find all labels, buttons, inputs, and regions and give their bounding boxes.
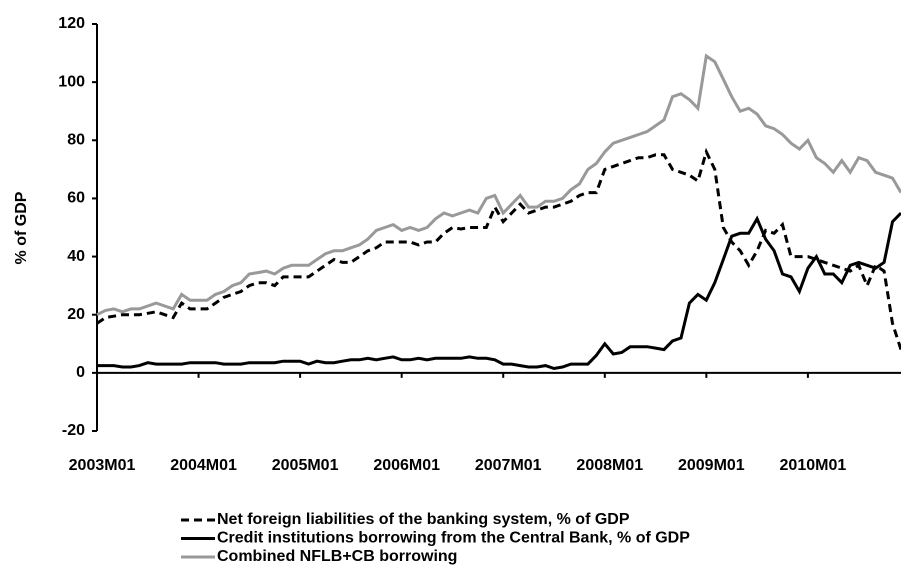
x-tick-label: 2004M01 [170, 457, 237, 474]
y-tick-label: 20 [67, 306, 85, 323]
x-tick-label: 2003M01 [69, 457, 136, 474]
x-tick-label: 2007M01 [475, 457, 542, 474]
x-tick-label: 2008M01 [576, 457, 643, 474]
series-line [96, 53, 901, 317]
y-axis-title: % of GDP [13, 191, 30, 264]
y-tick-label: 0 [76, 364, 85, 381]
x-tick-label: 2010M01 [780, 457, 847, 474]
y-tick-label: 80 [67, 132, 85, 149]
x-tick-label: 2005M01 [272, 457, 339, 474]
x-tick-label: 2009M01 [678, 457, 745, 474]
legend-label: Combined NFLB+CB borrowing [217, 548, 457, 565]
y-tick-label: 100 [58, 73, 85, 90]
legend-label: Net foreign liabilities of the banking s… [217, 511, 630, 528]
legend-label: Credit institutions borrowing from the C… [217, 530, 690, 547]
y-tick-label: 60 [67, 190, 85, 207]
y-tick-label: 40 [67, 248, 85, 265]
x-tick-label: 2006M01 [373, 457, 440, 474]
series-line [96, 147, 901, 351]
y-tick-label: -20 [62, 422, 85, 439]
series-line [97, 211, 901, 371]
y-tick-label: 120 [58, 15, 85, 32]
